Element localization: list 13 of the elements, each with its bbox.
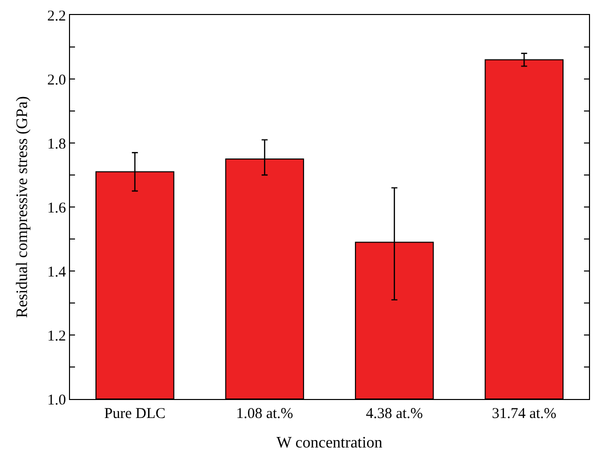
- x-tick-label: 31.74 at.%: [492, 406, 556, 422]
- y-axis-title: Residual compressive stress (GPa): [14, 96, 32, 318]
- y-tick-label: 1.8: [47, 136, 66, 152]
- x-tick-label: 1.08 at.%: [236, 406, 294, 422]
- y-tick-label: 2.0: [47, 72, 66, 88]
- x-axis-title: W concentration: [276, 434, 382, 452]
- y-tick-label: 1.4: [47, 264, 66, 280]
- y-tick-label: 2.2: [47, 8, 66, 24]
- x-tick-label: Pure DLC: [104, 406, 166, 422]
- y-tick-label: 1.6: [47, 200, 66, 216]
- y-tick-label: 1.2: [47, 328, 66, 344]
- x-tick-label: 4.38 at.%: [366, 406, 423, 422]
- y-tick-label: 1.0: [47, 392, 66, 408]
